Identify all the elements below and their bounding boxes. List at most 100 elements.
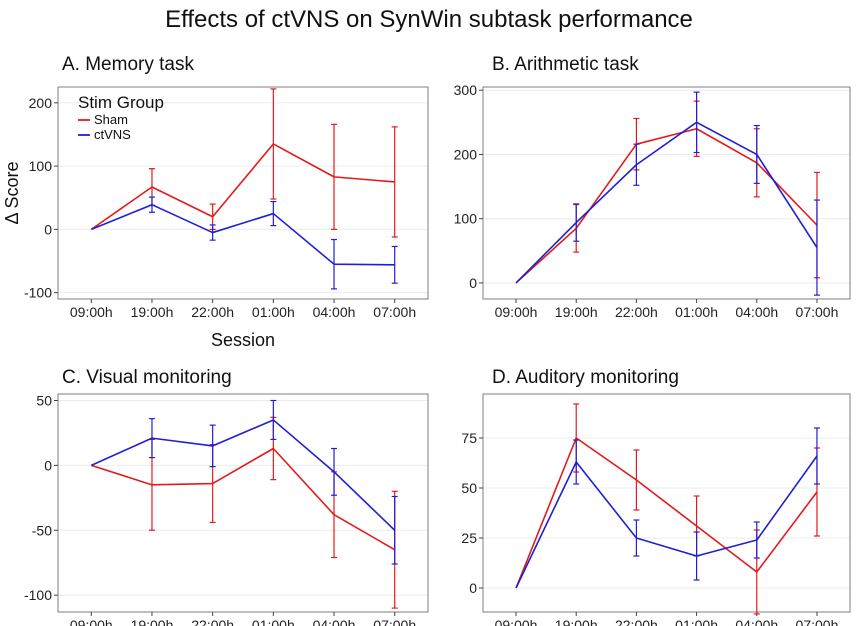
y-tick-label: 100	[29, 158, 53, 174]
error-bar	[813, 427, 820, 485]
x-axis-label: Session	[211, 330, 275, 350]
x-tick-label: 09:00h	[70, 304, 113, 320]
legend-label-sham: Sham	[94, 112, 128, 127]
y-tick-label: 100	[454, 211, 478, 227]
plot-frame	[57, 393, 429, 613]
y-tick-label: 50	[461, 480, 477, 496]
panel-title: C. Visual monitoring	[62, 367, 232, 388]
y-tick-label: 25	[461, 530, 477, 546]
error-bar	[813, 199, 820, 296]
error-bar	[148, 418, 155, 459]
panel-a: A. Memory task -100 0 100 200 09:00h 19:00h 22:…	[2, 54, 429, 350]
x-tick-label: 07:00h	[796, 304, 839, 320]
x-tick-label: 07:00h	[373, 304, 416, 320]
plot-frame	[482, 393, 851, 613]
y-tick-label: -50	[32, 522, 52, 538]
x-tick-label: 09:00h	[495, 617, 538, 626]
y-tick-label: 75	[461, 430, 477, 446]
error-bar	[391, 495, 398, 565]
error-bar	[753, 521, 760, 559]
y-tick-label: 0	[44, 457, 52, 473]
panel-d: D. Auditory monitoring 0 25 50 75 09:00h 19:00…	[461, 367, 851, 626]
series-line-sham	[90, 143, 395, 231]
series-ctvns	[515, 91, 820, 296]
x-tick-label: 07:00h	[796, 617, 839, 626]
series-sham	[90, 88, 398, 238]
error-bar	[633, 143, 640, 186]
error-bar	[331, 123, 338, 230]
x-tick-label: 19:00h	[555, 304, 598, 320]
panel-title: D. Auditory monitoring	[492, 367, 679, 388]
x-tick-label: 09:00h	[70, 617, 113, 626]
x-tick-label: 01:00h	[675, 617, 718, 626]
y-tick-label: -100	[24, 285, 52, 301]
series-line-sham	[91, 447, 396, 551]
y-tick-label: 200	[29, 95, 53, 111]
plot-frame	[482, 86, 851, 300]
error-bar	[573, 439, 580, 485]
plot-frame	[57, 86, 429, 300]
series-line-ctvns	[515, 455, 818, 589]
error-bar	[270, 200, 277, 227]
error-bar	[331, 238, 338, 290]
error-bar	[209, 424, 216, 468]
series-ctvns	[515, 427, 820, 589]
panel-title: A. Memory task	[62, 54, 194, 75]
x-tick-label: 19:00h	[131, 304, 174, 320]
y-tick-label: 50	[36, 392, 52, 408]
x-tick-label: 04:00h	[313, 304, 356, 320]
x-tick-label: 22:00h	[191, 617, 234, 626]
error-bar	[148, 196, 155, 213]
panel-b: B. Arithmetic task 0 100 200 300 09:00h 19:00h…	[454, 54, 851, 320]
x-tick-label: 22:00h	[615, 617, 658, 626]
y-tick-label: 300	[454, 82, 478, 98]
error-bar	[391, 126, 398, 238]
x-tick-label: 04:00h	[735, 617, 778, 626]
series-sham	[515, 100, 820, 284]
legend-label-ctvns: ctVNS	[94, 127, 131, 142]
series-sham	[91, 416, 398, 609]
x-tick-label: 01:00h	[252, 617, 295, 626]
series-line-ctvns	[90, 203, 395, 266]
figure-title: Effects of ctVNS on SynWin subtask perfo…	[165, 6, 693, 33]
x-tick-label: 07:00h	[373, 617, 416, 626]
error-bar	[693, 91, 700, 154]
x-tick-label: 19:00h	[555, 617, 598, 626]
x-tick-label: 04:00h	[735, 304, 778, 320]
x-tick-label: 09:00h	[495, 304, 538, 320]
series-line-ctvns	[90, 419, 396, 531]
series-line-sham	[515, 127, 818, 284]
error-bar	[391, 245, 398, 284]
x-tick-label: 01:00h	[252, 304, 295, 320]
error-bar	[270, 399, 277, 441]
series-ctvns	[90, 196, 398, 290]
error-bar	[331, 447, 338, 496]
error-bar	[209, 224, 216, 241]
series-line-ctvns	[515, 121, 818, 284]
x-tick-label: 01:00h	[675, 304, 718, 320]
legend-title: Stim Group	[78, 93, 164, 112]
series-ctvns	[90, 399, 398, 565]
panel-title: B. Arithmetic task	[492, 54, 639, 75]
y-tick-label: -100	[24, 587, 52, 603]
error-bar	[270, 88, 277, 200]
y-tick-label: 0	[44, 221, 52, 237]
x-tick-label: 04:00h	[313, 617, 356, 626]
y-tick-label: 0	[469, 580, 477, 596]
series-sham	[515, 403, 820, 615]
series-line-sham	[515, 437, 818, 589]
y-axis-label: Δ Score	[2, 161, 22, 224]
error-bar	[753, 124, 760, 184]
y-tick-label: 200	[454, 146, 478, 162]
error-bar	[633, 449, 640, 511]
error-bar	[693, 531, 700, 581]
error-bar	[633, 519, 640, 557]
panel-c: C. Visual monitoring -100 -50 0 50 09:00h 19:0…	[24, 367, 429, 626]
y-tick-label: 0	[469, 275, 477, 291]
x-tick-label: 22:00h	[615, 304, 658, 320]
x-tick-label: 22:00h	[191, 304, 234, 320]
x-tick-label: 19:00h	[131, 617, 174, 626]
error-bar	[573, 203, 580, 242]
